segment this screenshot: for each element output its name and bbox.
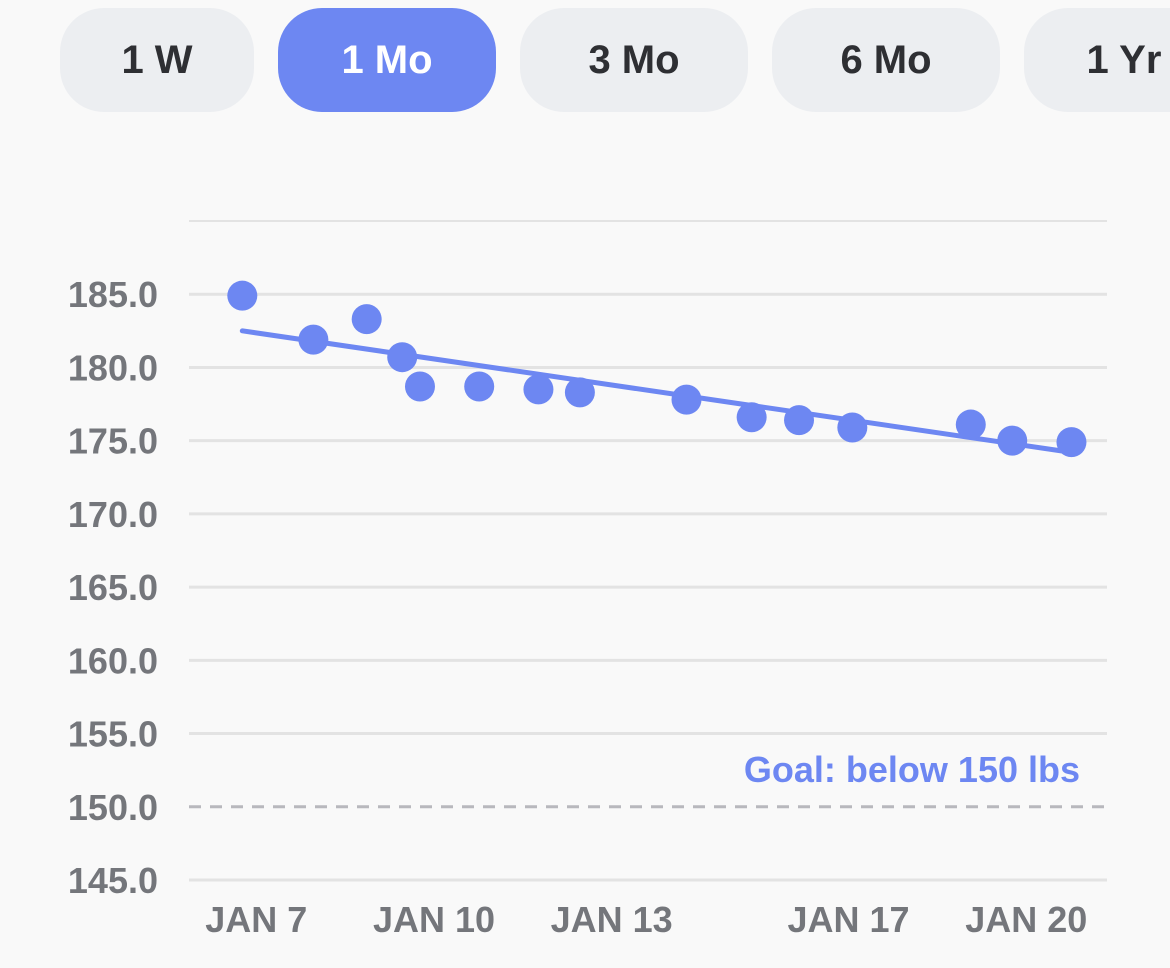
x-axis-labels: JAN 7 JAN 10 JAN 13 JAN 17 JAN 20 bbox=[205, 899, 1087, 940]
data-point[interactable] bbox=[737, 402, 767, 432]
trend-line bbox=[242, 331, 1071, 453]
data-point[interactable] bbox=[1056, 427, 1086, 457]
y-tick-label: 170.0 bbox=[68, 494, 158, 535]
goal-label: Goal: below 150 lbs bbox=[744, 749, 1080, 790]
x-tick-label: JAN 7 bbox=[205, 899, 307, 940]
y-tick-label: 150.0 bbox=[68, 787, 158, 828]
weight-chart: Goal: below 150 lbs 145.0 150.0 155.0 160.0… bbox=[0, 0, 1170, 968]
y-tick-label: 180.0 bbox=[68, 347, 158, 388]
data-point[interactable] bbox=[227, 281, 257, 311]
y-tick-label: 160.0 bbox=[68, 640, 158, 681]
x-tick-label: JAN 17 bbox=[788, 899, 910, 940]
data-point[interactable] bbox=[405, 371, 435, 401]
data-point[interactable] bbox=[956, 410, 986, 440]
data-point[interactable] bbox=[352, 304, 382, 334]
data-point[interactable] bbox=[387, 342, 417, 372]
data-point[interactable] bbox=[464, 371, 494, 401]
x-tick-label: JAN 10 bbox=[373, 899, 495, 940]
y-tick-label: 145.0 bbox=[68, 860, 158, 901]
data-point[interactable] bbox=[784, 405, 814, 435]
trend-line-group bbox=[242, 331, 1071, 453]
data-point[interactable] bbox=[523, 374, 553, 404]
y-tick-label: 165.0 bbox=[68, 567, 158, 608]
x-tick-label: JAN 20 bbox=[965, 899, 1087, 940]
y-tick-label: 175.0 bbox=[68, 421, 158, 462]
data-point[interactable] bbox=[671, 385, 701, 415]
data-point[interactable] bbox=[565, 377, 595, 407]
x-tick-label: JAN 13 bbox=[551, 899, 673, 940]
y-tick-label: 155.0 bbox=[68, 714, 158, 755]
data-point[interactable] bbox=[837, 412, 867, 442]
y-tick-label: 185.0 bbox=[68, 274, 158, 315]
data-point[interactable] bbox=[997, 426, 1027, 456]
y-axis-labels: 145.0 150.0 155.0 160.0 165.0 170.0 175.0 180.0… bbox=[68, 274, 158, 901]
goal-line-group: Goal: below 150 lbs bbox=[189, 749, 1107, 807]
data-point[interactable] bbox=[298, 325, 328, 355]
